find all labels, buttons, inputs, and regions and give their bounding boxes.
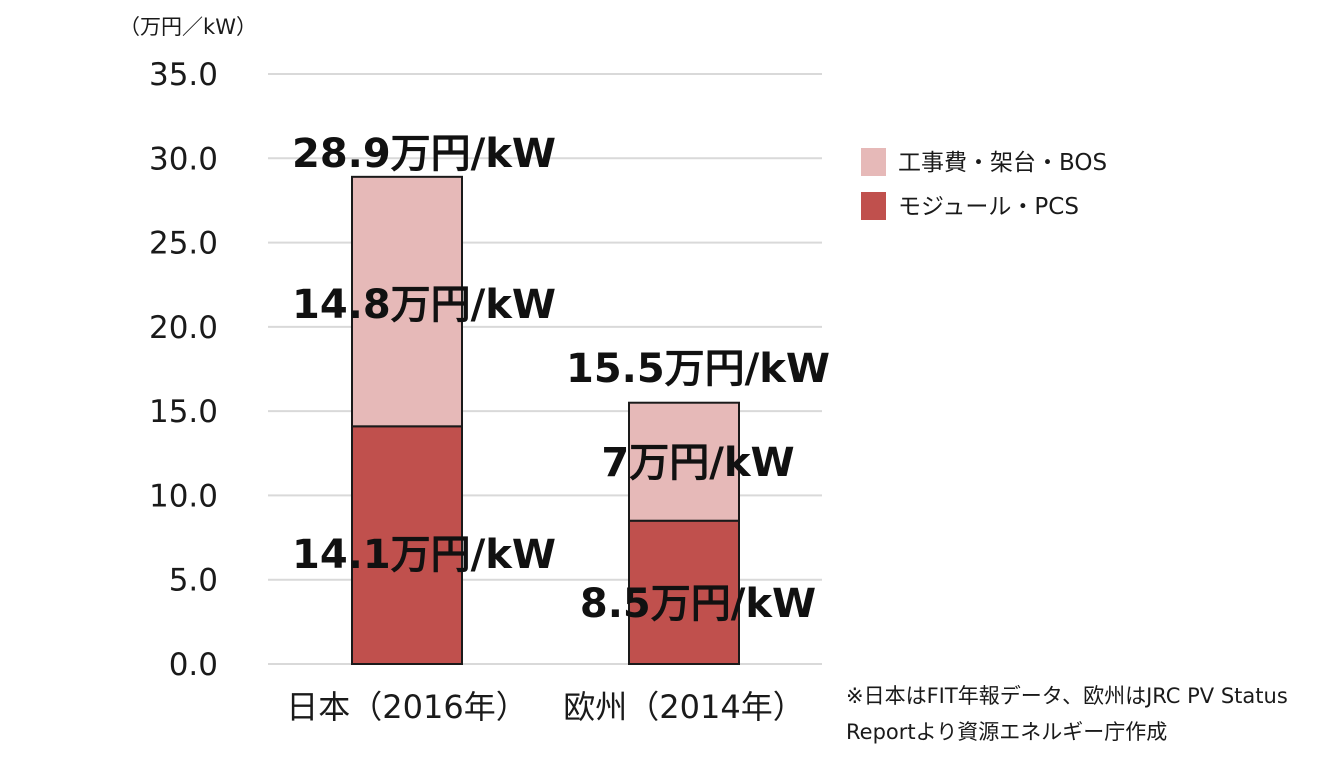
x-category-label: 欧州（2014年） bbox=[563, 688, 804, 726]
x-axis-categories: 日本（2016年） 欧州（2014年） bbox=[286, 688, 804, 726]
legend-swatch-construction bbox=[861, 148, 886, 176]
data-label-module-pcs: 14.1万円/kW bbox=[292, 532, 556, 578]
data-label-construction-bos: 7万円/kW bbox=[601, 440, 794, 486]
bars bbox=[351, 175, 740, 666]
source-note-line-2: Reportより資源エネルギー庁作成 bbox=[846, 720, 1167, 744]
data-label-total: 28.9万円/kW bbox=[292, 131, 556, 177]
y-axis-ticks: 0.0 5.0 10.0 15.0 20.0 25.0 30.0 35.0 bbox=[149, 57, 218, 683]
y-tick-label: 25.0 bbox=[149, 226, 218, 262]
y-tick-label: 20.0 bbox=[149, 310, 218, 346]
y-tick-label: 10.0 bbox=[149, 478, 218, 514]
data-label-total: 15.5万円/kW bbox=[566, 346, 830, 392]
legend-swatch-module bbox=[861, 192, 886, 220]
bar-segment-construction-bos bbox=[351, 175, 463, 428]
y-tick-label: 5.0 bbox=[169, 563, 218, 599]
y-tick-label: 30.0 bbox=[149, 141, 218, 177]
bar-segment-module-pcs bbox=[628, 519, 740, 666]
bar-segment-construction-bos bbox=[628, 401, 740, 522]
y-axis-unit-label: （万円／kW） bbox=[119, 15, 257, 39]
data-label-construction-bos: 14.8万円/kW bbox=[292, 282, 556, 328]
data-labels: 14.1万円/kW 14.8万円/kW 28.9万円/kW 8.5万円/kW 7万円/k… bbox=[292, 131, 830, 627]
bar-segment-module-pcs bbox=[351, 425, 463, 666]
x-category-label: 日本（2016年） bbox=[286, 688, 527, 726]
y-tick-label: 0.0 bbox=[169, 647, 218, 683]
source-note: ※日本はFIT年報データ、欧州はJRC PV Status Reportより資源… bbox=[846, 684, 1288, 744]
legend-label-module: モジュール・PCS bbox=[898, 194, 1079, 220]
y-tick-label: 15.0 bbox=[149, 394, 218, 430]
source-note-line-1: ※日本はFIT年報データ、欧州はJRC PV Status bbox=[846, 684, 1288, 708]
data-label-module-pcs: 8.5万円/kW bbox=[580, 581, 816, 627]
legend-label-construction: 工事費・架台・BOS bbox=[898, 150, 1107, 176]
legend: 工事費・架台・BOS モジュール・PCS bbox=[861, 148, 1107, 220]
y-tick-label: 35.0 bbox=[149, 57, 218, 93]
